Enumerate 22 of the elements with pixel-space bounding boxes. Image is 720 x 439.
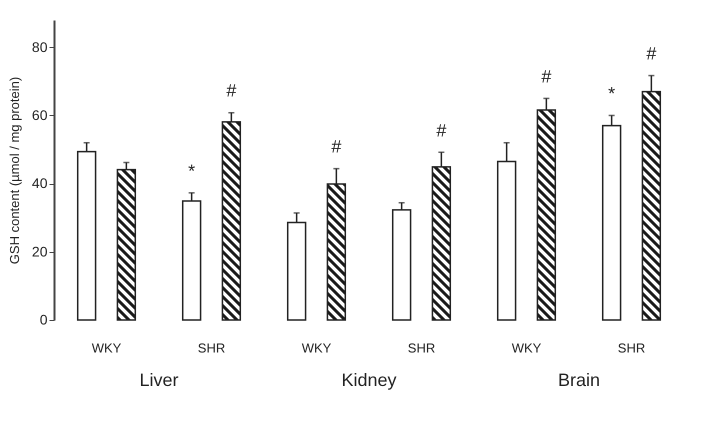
y-tick-label: 0 bbox=[40, 312, 48, 328]
x-tick-label: SHR bbox=[618, 340, 646, 356]
data-label: * bbox=[608, 83, 616, 104]
data-label: # bbox=[436, 120, 446, 140]
text: Brain bbox=[558, 370, 600, 390]
x-tick-label: WKY bbox=[302, 340, 332, 356]
y-axis-title: GSH content (µmol / mg protein) bbox=[6, 76, 22, 264]
data-label: # bbox=[331, 136, 342, 157]
x-tick-label: SHR bbox=[198, 340, 226, 356]
data-label: * bbox=[188, 160, 196, 181]
y-tick-label: 20 bbox=[32, 243, 48, 260]
y-tick-label: 40 bbox=[32, 175, 48, 192]
x-tick-label: SHR bbox=[408, 340, 436, 356]
data-label: # bbox=[646, 44, 656, 64]
text: Liver bbox=[139, 370, 179, 390]
data-label: # bbox=[226, 80, 236, 101]
text: Kidney bbox=[341, 370, 397, 390]
x-tick-label: WKY bbox=[512, 340, 542, 356]
y-tick-label: 60 bbox=[32, 106, 48, 123]
x-tick-label: WKY bbox=[92, 340, 122, 356]
data-label: # bbox=[541, 66, 552, 86]
y-tick-label: 80 bbox=[32, 38, 48, 55]
